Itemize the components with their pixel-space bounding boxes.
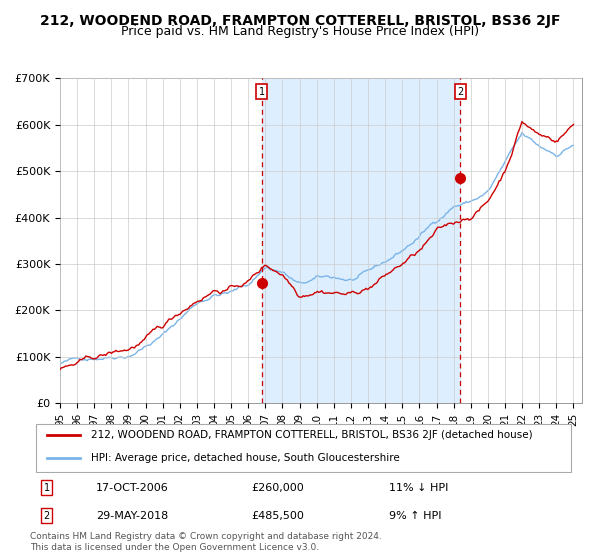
Text: £260,000: £260,000 (251, 483, 304, 493)
Text: HPI: Average price, detached house, South Gloucestershire: HPI: Average price, detached house, Sout… (91, 453, 400, 463)
Text: 11% ↓ HPI: 11% ↓ HPI (389, 483, 448, 493)
Bar (262, 78, 460, 403)
Text: 17-OCT-2006: 17-OCT-2006 (96, 483, 169, 493)
Text: 29-MAY-2018: 29-MAY-2018 (96, 511, 169, 521)
Text: 212, WOODEND ROAD, FRAMPTON COTTERELL, BRISTOL, BS36 2JF: 212, WOODEND ROAD, FRAMPTON COTTERELL, B… (40, 14, 560, 28)
Text: 212, WOODEND ROAD, FRAMPTON COTTERELL, BRISTOL, BS36 2JF (detached house): 212, WOODEND ROAD, FRAMPTON COTTERELL, B… (91, 431, 532, 440)
FancyBboxPatch shape (35, 424, 571, 472)
Text: 1: 1 (43, 483, 50, 493)
Text: 9% ↑ HPI: 9% ↑ HPI (389, 511, 442, 521)
Text: Contains HM Land Registry data © Crown copyright and database right 2024.
This d: Contains HM Land Registry data © Crown c… (30, 532, 382, 552)
Text: 2: 2 (43, 511, 50, 521)
Text: 1: 1 (259, 87, 265, 96)
Text: 2: 2 (457, 87, 464, 96)
Text: Price paid vs. HM Land Registry's House Price Index (HPI): Price paid vs. HM Land Registry's House … (121, 25, 479, 38)
Text: £485,500: £485,500 (251, 511, 304, 521)
